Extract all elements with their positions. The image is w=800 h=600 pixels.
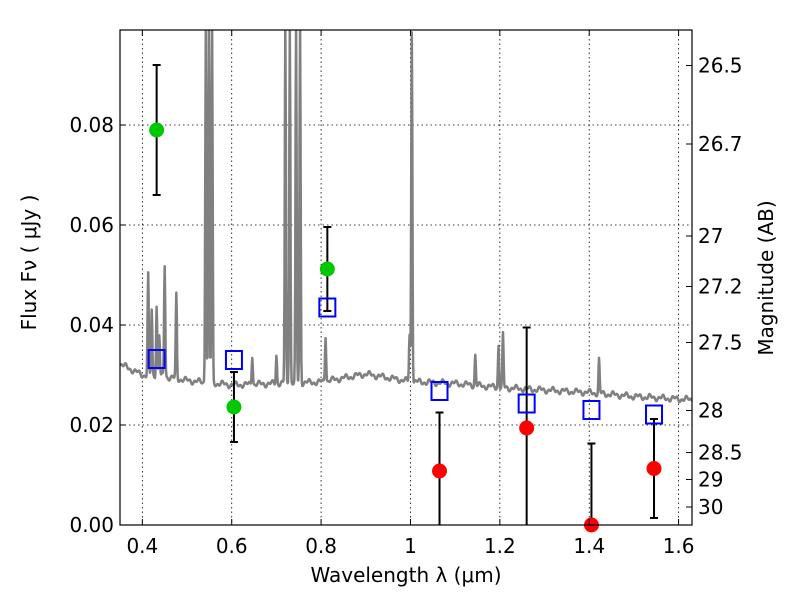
spectrum-line: [120, 30, 692, 404]
model-flux-square: [224, 350, 243, 370]
y2-tick-label: 27.5: [698, 331, 743, 355]
x-tick-label: 0.8: [305, 534, 337, 558]
model-flux-square: [582, 400, 601, 420]
error-bars: [152, 64, 659, 525]
y-tick-label: 0.06: [69, 213, 114, 237]
y2-tick-label: 28: [698, 399, 723, 423]
y2-tick-label: 26.7: [698, 132, 743, 156]
y2-axis-title: Magnitude (AB): [754, 200, 778, 355]
model-flux-square: [430, 381, 449, 401]
axis-ticks: 0.4 0.6 0.8 1 1.2 1.4 1.6 0.00 0.02 0.04 0.06 0.08 2…: [69, 30, 743, 558]
upper-limit-point: [519, 420, 535, 436]
x-axis-title: Wavelength λ (μm): [310, 563, 501, 587]
y2-tick-label: 28.5: [698, 441, 743, 465]
data-markers: [147, 122, 664, 533]
detection-point: [149, 122, 165, 138]
model-spectrum: [120, 30, 692, 404]
y2-tick-label: 26.5: [698, 54, 743, 78]
x-tick-label: 1.6: [663, 534, 695, 558]
x-tick-label: 1: [404, 534, 417, 558]
plot-frame: [119, 29, 693, 526]
y2-tick-label: 30: [698, 495, 723, 519]
upper-limit-point: [432, 463, 448, 479]
y2-tick-label: 29: [698, 468, 723, 492]
y2-tick-label: 27: [698, 224, 723, 248]
model-flux-square: [645, 404, 664, 425]
detection-point: [319, 261, 335, 277]
y-tick-label: 0.02: [69, 413, 114, 437]
model-flux-square: [318, 297, 337, 318]
model-flux-square: [147, 349, 166, 369]
y-axis-title: Flux Fν ( μJy ): [17, 195, 41, 331]
y-tick-label: 0.04: [69, 313, 114, 337]
y2-tick-label: 27.2: [698, 275, 743, 299]
model-flux-square: [517, 393, 536, 414]
upper-limit-point: [646, 461, 662, 476]
y-tick-label: 0.08: [69, 113, 114, 137]
x-tick-label: 0.4: [126, 534, 158, 558]
y-tick-label: 0.00: [69, 513, 114, 537]
x-tick-label: 1.4: [573, 534, 605, 558]
detection-point: [226, 399, 242, 415]
x-tick-label: 0.6: [216, 534, 248, 558]
x-tick-label: 1.2: [484, 534, 516, 558]
